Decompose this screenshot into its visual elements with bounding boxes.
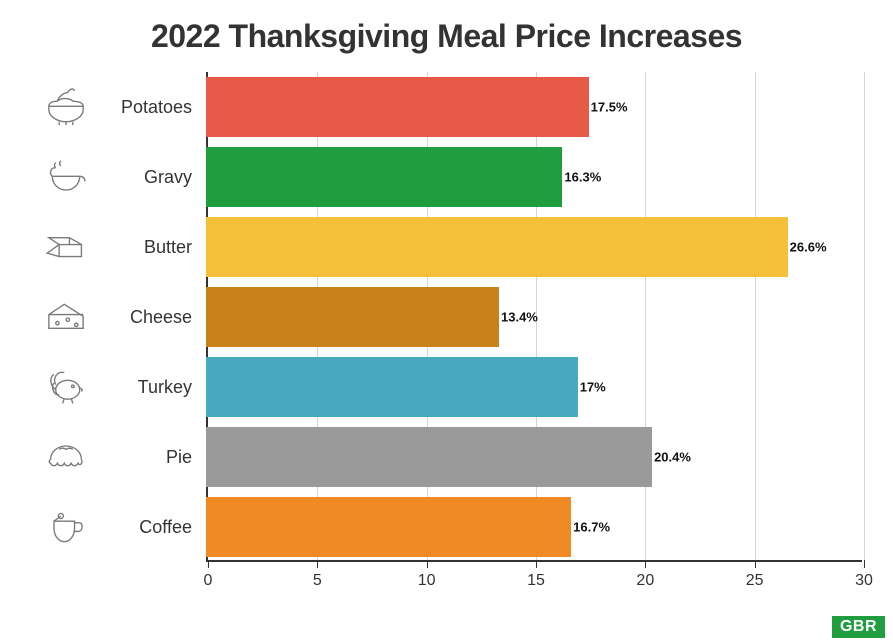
x-axis-label: 20 <box>636 572 654 590</box>
pie-icon <box>38 432 94 484</box>
bar: 17% <box>206 357 578 417</box>
bar: 20.4% <box>206 427 652 487</box>
bar: 17.5% <box>206 77 589 137</box>
chart-row: Potatoes17.5% <box>38 72 863 142</box>
chart-row: Cheese13.4% <box>38 282 863 352</box>
chart-row: Pie20.4% <box>38 422 863 492</box>
bar-fill <box>206 77 589 137</box>
bar: 16.7% <box>206 497 571 557</box>
bar-value-label: 13.4% <box>501 310 538 325</box>
bar-value-label: 26.6% <box>790 240 827 255</box>
chart-row: Butter26.6% <box>38 212 863 282</box>
x-axis-label: 10 <box>418 572 436 590</box>
chart-container: 051015202530 Potatoes17.5%Gravy16.3%Butt… <box>38 62 863 582</box>
chart-row: Gravy16.3% <box>38 142 863 212</box>
bar-fill <box>206 147 562 207</box>
bar-value-label: 17% <box>580 380 606 395</box>
gridline <box>864 72 865 560</box>
gravy-icon <box>38 152 94 204</box>
turkey-icon <box>38 362 94 414</box>
category-label: Cheese <box>96 282 202 352</box>
x-tick <box>864 560 865 568</box>
coffee-icon <box>38 502 94 554</box>
chart-row: Turkey17% <box>38 352 863 422</box>
source-badge: GBR <box>832 616 885 638</box>
category-label: Butter <box>96 212 202 282</box>
bar-value-label: 16.7% <box>573 520 610 535</box>
bar-fill <box>206 427 652 487</box>
potatoes-icon <box>38 82 94 134</box>
bar-value-label: 20.4% <box>654 450 691 465</box>
category-label: Gravy <box>96 142 202 212</box>
x-axis-label: 0 <box>204 572 213 590</box>
bar-fill <box>206 497 571 557</box>
bar-fill <box>206 287 499 347</box>
x-axis-label: 5 <box>313 572 322 590</box>
bar-fill <box>206 217 788 277</box>
chart-title: 2022 Thanksgiving Meal Price Increases <box>0 0 893 63</box>
bar-value-label: 16.3% <box>564 170 601 185</box>
cheese-icon <box>38 292 94 344</box>
chart-row: Coffee16.7% <box>38 492 863 562</box>
butter-icon <box>38 222 94 274</box>
bar: 16.3% <box>206 147 562 207</box>
bar: 13.4% <box>206 287 499 347</box>
x-axis-label: 25 <box>746 572 764 590</box>
category-label: Pie <box>96 422 202 492</box>
bar: 26.6% <box>206 217 788 277</box>
category-label: Turkey <box>96 352 202 422</box>
x-axis-label: 30 <box>855 572 873 590</box>
bar-fill <box>206 357 578 417</box>
category-label: Coffee <box>96 492 202 562</box>
bar-value-label: 17.5% <box>591 100 628 115</box>
x-axis-label: 15 <box>527 572 545 590</box>
category-label: Potatoes <box>96 72 202 142</box>
